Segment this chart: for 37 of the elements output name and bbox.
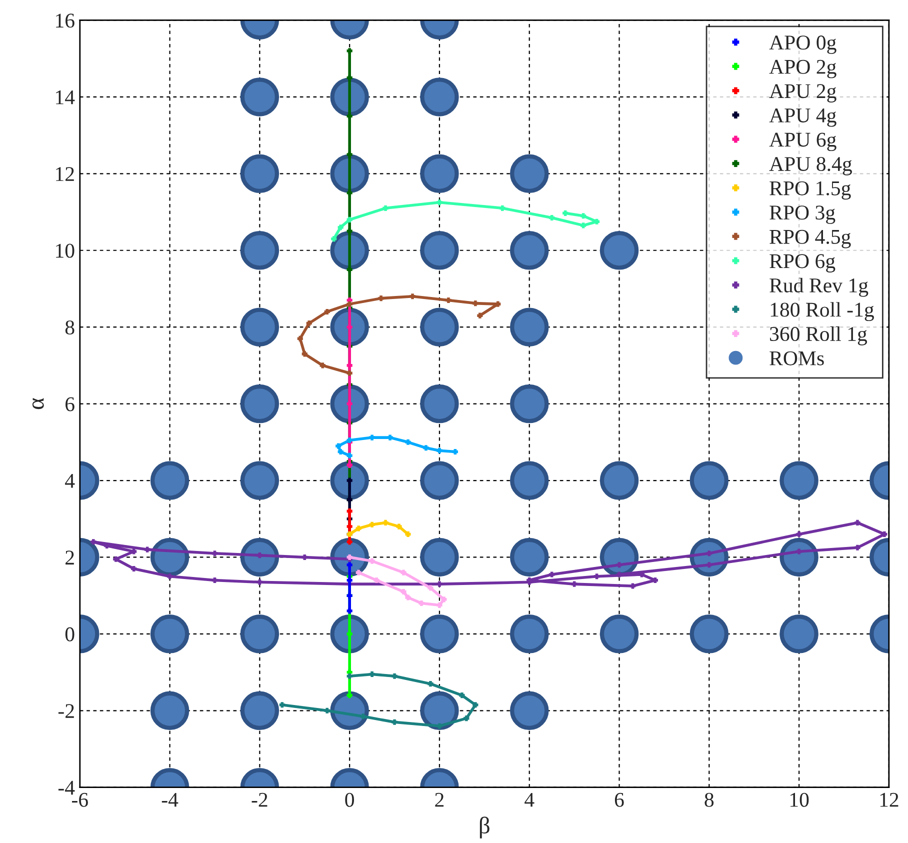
legend-label: APU 4g xyxy=(769,108,836,127)
legend-label: APO 0g xyxy=(769,36,836,54)
legend-label: APU 6g xyxy=(769,132,836,152)
x-tick-label: -6 xyxy=(72,792,88,807)
legend-label: APO 2g xyxy=(769,60,836,78)
y-tick-label: 12 xyxy=(56,167,74,181)
legend-label: RPO 4.5g xyxy=(770,230,851,248)
legend-label: Rud Rev 1g xyxy=(770,278,868,297)
x-tick-label: 10 xyxy=(790,792,809,807)
y-tick-label: 4 xyxy=(65,474,75,488)
y-tick-label: 16 xyxy=(56,14,74,28)
legend-label: ROMs xyxy=(770,351,824,366)
legend-label: RPO 6g xyxy=(770,254,836,272)
legend-label: RPO 1.5g xyxy=(770,181,851,200)
x-tick-label: 6 xyxy=(614,792,624,807)
legend-label: APU 8.4g xyxy=(769,156,852,176)
x-tick-label: -2 xyxy=(252,792,268,807)
x-axis-title: β xyxy=(480,816,490,838)
y-tick-label: 10 xyxy=(56,244,74,258)
y-tick-label: 14 xyxy=(56,90,75,104)
x-tick-label: 8 xyxy=(704,792,714,807)
legend-label: 360 Roll 1g xyxy=(770,326,868,346)
y-tick-label: 2 xyxy=(66,550,74,564)
y-tick-label: -4 xyxy=(58,780,75,795)
y-tick-label: 8 xyxy=(65,320,74,335)
x-tick-label: 2 xyxy=(435,792,444,807)
y-tick-label: 0 xyxy=(65,627,74,642)
y-tick-label: 6 xyxy=(66,397,74,412)
x-tick-label: 4 xyxy=(524,792,534,807)
x-tick-label: -4 xyxy=(162,792,178,807)
y-tick-label: -2 xyxy=(58,704,74,718)
legend-label: RPO 3g xyxy=(770,206,836,224)
x-tick-label: 0 xyxy=(345,792,354,807)
x-tick-label: 12 xyxy=(880,792,898,807)
legend-label: 180 Roll -1g xyxy=(770,302,874,322)
y-axis-title: α xyxy=(32,398,44,410)
legend-label: APU 2g xyxy=(769,84,836,102)
